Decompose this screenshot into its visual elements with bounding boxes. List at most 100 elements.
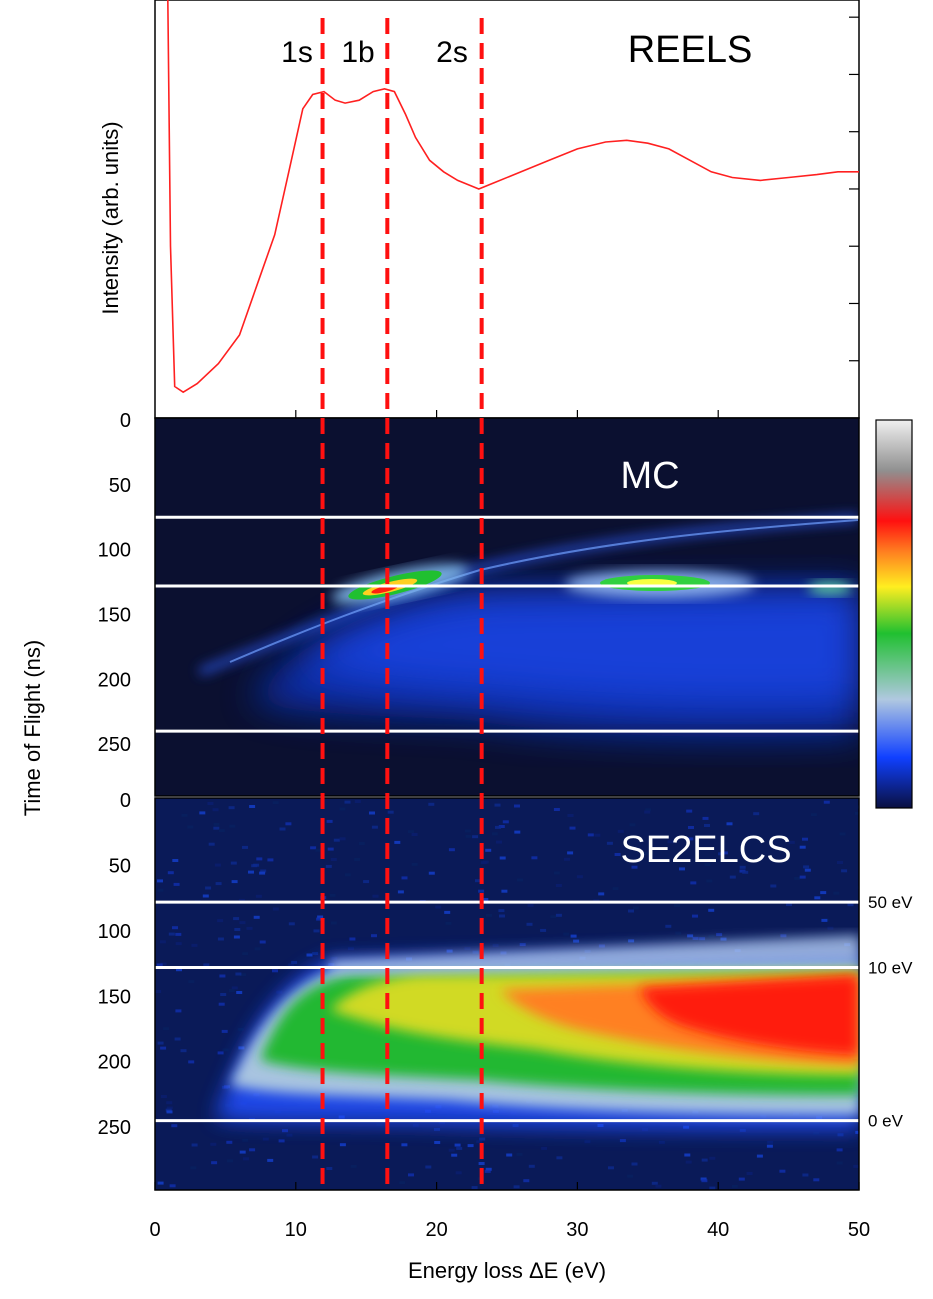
se2elcs-y-tick-label: 200 <box>98 1052 131 1074</box>
noise-pixel <box>260 869 267 873</box>
noise-pixel <box>514 804 520 808</box>
reels-y-tick-label: 0 <box>120 410 131 432</box>
se2elcs-y-tick-label: 150 <box>98 986 131 1008</box>
mc-blue-region-2 <box>300 592 859 702</box>
noise-pixel <box>444 910 451 914</box>
energy-level-label: 50 eV <box>868 893 913 912</box>
noise-pixel <box>482 860 489 864</box>
noise-pixel <box>218 829 225 833</box>
noise-pixel <box>236 991 243 994</box>
noise-pixel <box>371 934 377 938</box>
noise-pixel <box>243 1157 249 1161</box>
noise-pixel <box>476 1140 483 1144</box>
reels-panel: REELS 1s 1b 2s Intensity (arb. units) <box>98 0 860 419</box>
noise-pixel <box>313 929 320 933</box>
noise-pixel <box>215 882 222 886</box>
noise-pixel <box>259 871 266 875</box>
noise-pixel <box>399 1181 406 1185</box>
noise-pixel <box>156 963 163 967</box>
noise-pixel <box>827 926 834 930</box>
noise-pixel <box>617 829 624 833</box>
noise-pixel <box>833 891 840 895</box>
noise-pixel <box>655 1184 662 1188</box>
noise-pixel <box>255 894 262 898</box>
noise-pixel <box>528 1164 535 1168</box>
noise-pixel <box>464 829 471 833</box>
se2elcs-y-tick-label: 0 <box>120 790 131 812</box>
noise-pixel <box>700 1177 707 1181</box>
noise-pixel <box>226 1140 233 1144</box>
reels-title: REELS <box>628 29 753 71</box>
noise-pixel <box>190 1166 197 1170</box>
reels-frame <box>154 0 860 419</box>
noise-pixel <box>531 856 538 860</box>
noise-pixel <box>519 943 526 947</box>
noise-pixel <box>208 842 215 846</box>
mc-y-tick-label: 100 <box>98 540 131 562</box>
noise-pixel <box>369 811 375 815</box>
noise-pixel <box>238 1046 245 1050</box>
noise-pixel <box>492 944 499 947</box>
noise-pixel <box>411 833 418 836</box>
noise-pixel <box>608 1166 614 1170</box>
noise-pixel <box>325 864 332 868</box>
noise-pixel <box>855 1130 859 1134</box>
noise-pixel <box>813 1131 820 1135</box>
noise-pixel <box>692 914 698 918</box>
noise-pixel <box>526 922 533 926</box>
noise-pixel <box>841 869 848 873</box>
noise-pixel <box>160 1046 167 1050</box>
noise-pixel <box>702 816 709 820</box>
noise-pixel <box>704 824 710 827</box>
se2elcs-x-ticks: 0 10 20 30 40 50 <box>149 1182 870 1241</box>
noise-pixel <box>766 1144 773 1148</box>
noise-pixel <box>799 875 806 879</box>
noise-pixel <box>641 852 648 856</box>
noise-pixel <box>612 887 619 891</box>
noise-pixel <box>435 905 442 909</box>
noise-pixel <box>217 1051 224 1055</box>
noise-pixel <box>237 1027 244 1031</box>
noise-pixel <box>701 1179 708 1183</box>
noise-pixel <box>628 939 635 943</box>
noise-pixel <box>814 896 821 900</box>
noise-pixel <box>456 1146 463 1150</box>
noise-pixel <box>425 1165 432 1169</box>
noise-pixel <box>350 1164 357 1168</box>
noise-pixel <box>486 913 492 917</box>
noise-pixel <box>516 1152 523 1156</box>
noise-pixel <box>820 891 827 895</box>
annotation-1b: 1b <box>341 36 374 69</box>
noise-pixel <box>823 800 830 804</box>
noise-pixel <box>614 853 621 856</box>
noise-pixel <box>455 1171 462 1175</box>
noise-pixel <box>234 928 241 931</box>
noise-pixel <box>570 934 577 938</box>
noise-pixel <box>464 947 471 951</box>
noise-pixel <box>810 813 817 817</box>
noise-pixel <box>788 840 795 844</box>
noise-pixel <box>482 898 489 901</box>
noise-pixel <box>401 876 408 880</box>
vertical-dashed-lines <box>320 18 484 1192</box>
noise-pixel <box>708 934 715 938</box>
noise-pixel <box>167 871 174 875</box>
noise-pixel <box>315 848 322 852</box>
noise-pixel <box>527 903 534 907</box>
noise-pixel <box>753 812 760 816</box>
noise-pixel <box>853 1164 859 1168</box>
noise-pixel <box>479 1137 486 1141</box>
annotation-1s: 1s <box>281 36 313 69</box>
noise-pixel <box>631 1162 638 1166</box>
noise-pixel <box>272 801 279 805</box>
noise-pixel <box>467 1144 474 1148</box>
noise-pixel <box>157 1041 164 1045</box>
noise-pixel <box>286 1133 293 1137</box>
noise-pixel <box>721 851 728 855</box>
noise-pixel <box>339 1143 346 1147</box>
noise-pixel <box>709 1156 716 1160</box>
x-tick-label: 50 <box>848 1219 870 1241</box>
se2elcs-panel: 50 eV 10 eV 0 eV 0 50 100 150 200 250 0 10 20 30 40… <box>98 790 913 1241</box>
noise-pixel <box>166 1106 173 1110</box>
noise-pixel <box>285 822 292 826</box>
